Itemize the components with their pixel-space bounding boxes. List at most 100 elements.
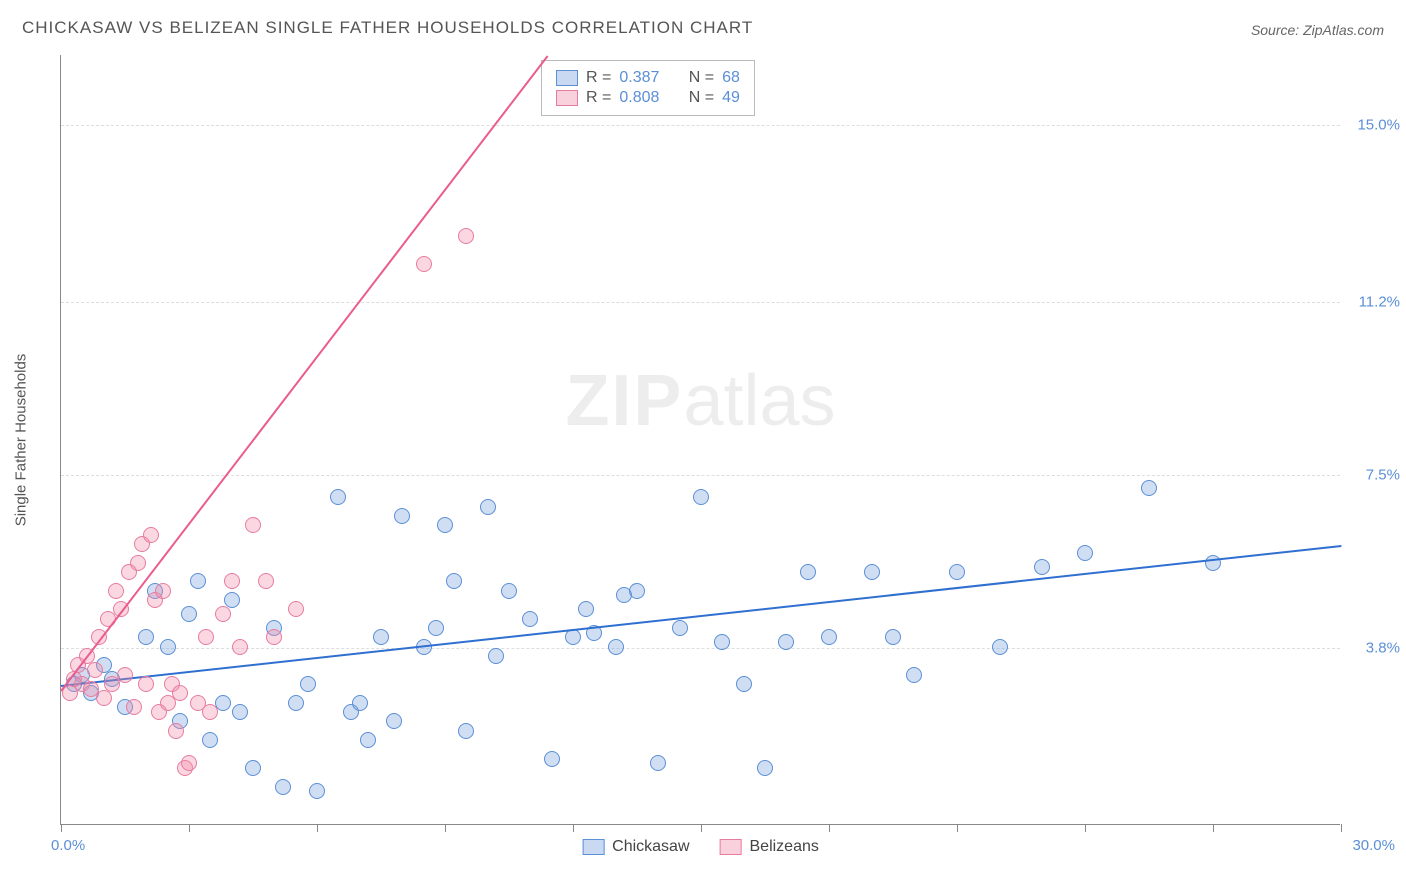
y-axis-title: Single Father Households bbox=[13, 353, 30, 526]
data-point bbox=[309, 783, 325, 799]
data-point bbox=[608, 639, 624, 655]
data-point bbox=[416, 256, 432, 272]
trend-line bbox=[61, 545, 1341, 687]
x-axis-max-label: 30.0% bbox=[1352, 837, 1395, 854]
data-point bbox=[275, 779, 291, 795]
stat-n-value: 49 bbox=[722, 89, 740, 107]
data-point bbox=[480, 499, 496, 515]
data-point bbox=[885, 629, 901, 645]
data-point bbox=[1205, 555, 1221, 571]
stat-n-label: N = bbox=[689, 69, 714, 87]
data-point bbox=[650, 755, 666, 771]
data-point bbox=[544, 751, 560, 767]
stat-n-label: N = bbox=[689, 89, 714, 107]
stat-n-value: 68 bbox=[722, 69, 740, 87]
stat-r-value: 0.387 bbox=[619, 69, 659, 87]
data-point bbox=[232, 639, 248, 655]
data-point bbox=[488, 648, 504, 664]
data-point bbox=[138, 676, 154, 692]
y-tick-label: 7.5% bbox=[1366, 467, 1400, 484]
grid-line bbox=[61, 648, 1340, 649]
legend-swatch bbox=[556, 70, 578, 86]
data-point bbox=[117, 667, 133, 683]
data-point bbox=[181, 755, 197, 771]
x-tick bbox=[1341, 824, 1342, 832]
data-point bbox=[330, 489, 346, 505]
x-tick bbox=[1213, 824, 1214, 832]
data-point bbox=[672, 620, 688, 636]
legend-swatch bbox=[719, 839, 741, 855]
data-point bbox=[288, 695, 304, 711]
data-point bbox=[87, 662, 103, 678]
y-tick-label: 3.8% bbox=[1366, 639, 1400, 656]
data-point bbox=[168, 723, 184, 739]
data-point bbox=[172, 685, 188, 701]
stat-row: R = 0.387 N = 68 bbox=[556, 69, 740, 87]
x-tick bbox=[317, 824, 318, 832]
data-point bbox=[757, 760, 773, 776]
data-point bbox=[800, 564, 816, 580]
plot-area: Single Father Households ZIPatlas R = 0.… bbox=[60, 55, 1340, 825]
data-point bbox=[155, 583, 171, 599]
data-point bbox=[906, 667, 922, 683]
data-point bbox=[202, 704, 218, 720]
data-point bbox=[864, 564, 880, 580]
x-tick bbox=[957, 824, 958, 832]
watermark-zip: ZIP bbox=[565, 361, 683, 441]
data-point bbox=[352, 695, 368, 711]
data-point bbox=[198, 629, 214, 645]
legend-label: Belizeans bbox=[749, 838, 818, 856]
data-point bbox=[224, 573, 240, 589]
stat-r-label: R = bbox=[586, 69, 611, 87]
data-point bbox=[992, 639, 1008, 655]
data-point bbox=[446, 573, 462, 589]
data-point bbox=[428, 620, 444, 636]
data-point bbox=[181, 606, 197, 622]
data-point bbox=[245, 760, 261, 776]
data-point bbox=[288, 601, 304, 617]
data-point bbox=[108, 583, 124, 599]
watermark: ZIPatlas bbox=[565, 360, 835, 442]
data-point bbox=[821, 629, 837, 645]
legend-swatch bbox=[582, 839, 604, 855]
stat-r-value: 0.808 bbox=[619, 89, 659, 107]
x-tick bbox=[573, 824, 574, 832]
data-point bbox=[96, 690, 112, 706]
data-point bbox=[300, 676, 316, 692]
data-point bbox=[215, 606, 231, 622]
x-tick bbox=[829, 824, 830, 832]
grid-line bbox=[61, 475, 1340, 476]
data-point bbox=[736, 676, 752, 692]
data-point bbox=[202, 732, 218, 748]
data-point bbox=[160, 639, 176, 655]
data-point bbox=[232, 704, 248, 720]
data-point bbox=[373, 629, 389, 645]
stat-row: R = 0.808 N = 49 bbox=[556, 89, 740, 107]
data-point bbox=[360, 732, 376, 748]
data-point bbox=[629, 583, 645, 599]
series-legend: Chickasaw Belizeans bbox=[582, 838, 819, 856]
data-point bbox=[266, 629, 282, 645]
data-point bbox=[1141, 480, 1157, 496]
data-point bbox=[458, 228, 474, 244]
trend-line bbox=[60, 55, 548, 691]
x-tick bbox=[1085, 824, 1086, 832]
legend-item: Chickasaw bbox=[582, 838, 689, 856]
grid-line bbox=[61, 302, 1340, 303]
data-point bbox=[138, 629, 154, 645]
y-tick-label: 15.0% bbox=[1357, 117, 1400, 134]
data-point bbox=[130, 555, 146, 571]
data-point bbox=[714, 634, 730, 650]
source-attribution: Source: ZipAtlas.com bbox=[1251, 22, 1384, 38]
x-tick bbox=[189, 824, 190, 832]
stat-r-label: R = bbox=[586, 89, 611, 107]
data-point bbox=[1034, 559, 1050, 575]
data-point bbox=[1077, 545, 1093, 561]
watermark-atlas: atlas bbox=[683, 361, 835, 441]
data-point bbox=[394, 508, 410, 524]
data-point bbox=[693, 489, 709, 505]
y-tick-label: 11.2% bbox=[1359, 294, 1400, 311]
x-axis-min-label: 0.0% bbox=[51, 837, 85, 854]
correlation-stats-box: R = 0.387 N = 68R = 0.808 N = 49 bbox=[541, 60, 755, 116]
data-point bbox=[437, 517, 453, 533]
